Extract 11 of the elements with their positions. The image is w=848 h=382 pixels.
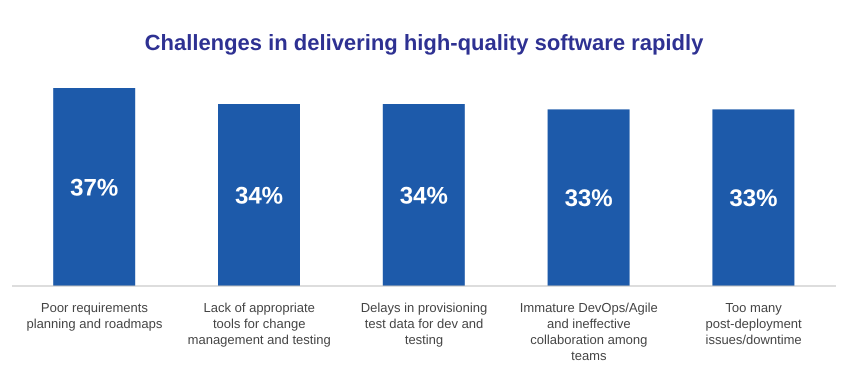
data-label: 33% [564, 185, 613, 212]
data-label: 34% [234, 182, 284, 210]
data-label: 33% [729, 185, 778, 212]
x-tick-label: Poor requirements planning and roadmaps [26, 300, 163, 331]
x-tick-label: Delays in provisioning test data for dev and testing [360, 300, 488, 347]
x-tick-label: Lack of appropriate tools for change management and testing [188, 300, 331, 347]
data-label: 37% [70, 174, 118, 202]
x-tick-label: Too many post-deployment issues/downtime [706, 300, 802, 347]
x-tick-label: Immature DevOps/Agile and ineffective collaboration among teams [520, 300, 658, 363]
data-label: 34% [400, 182, 448, 210]
chart-title: Challenges in delivering high-quality software rapidly [144, 30, 704, 57]
